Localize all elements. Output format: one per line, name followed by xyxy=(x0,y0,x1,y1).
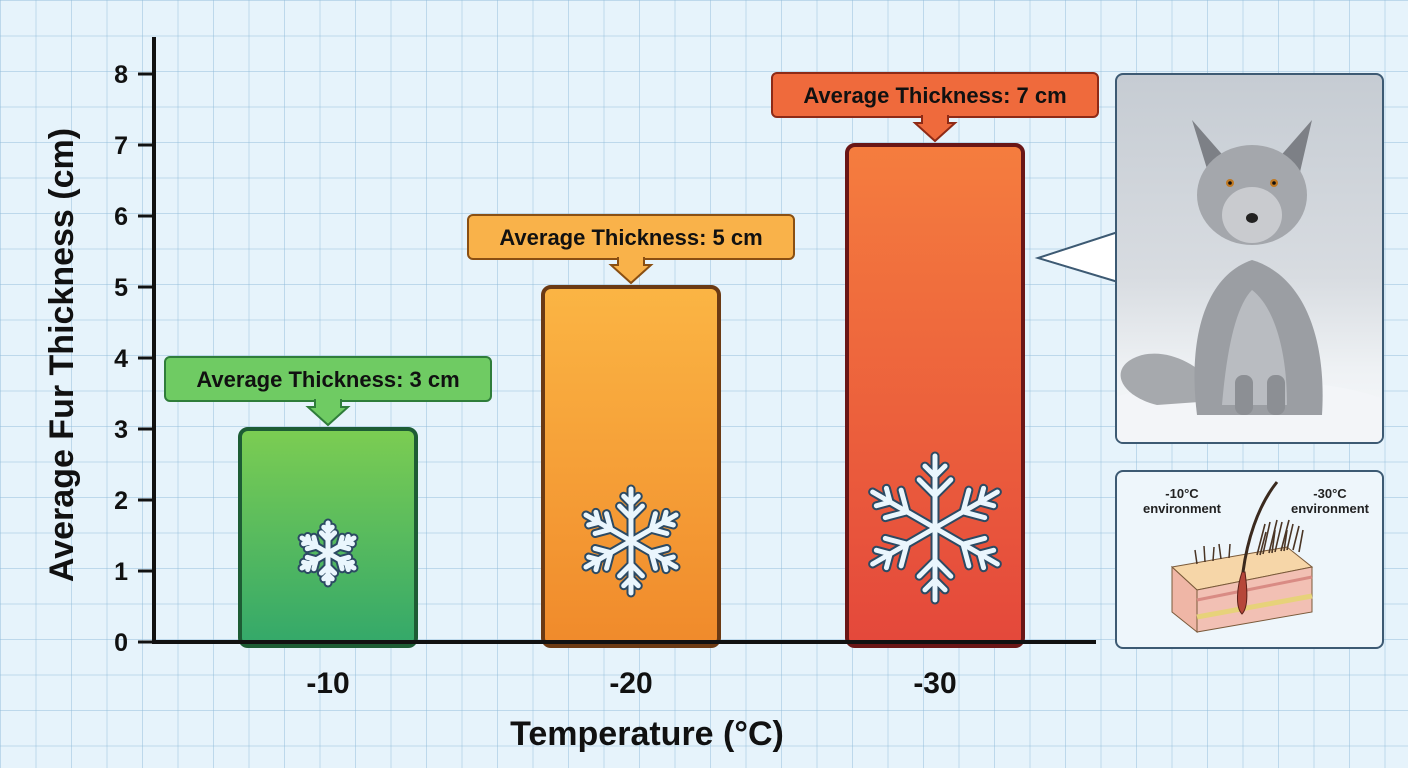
fur-skin-diagram: -10°C environment -30°C environment xyxy=(1115,470,1384,649)
callouts: Average Thickness: 3 cm Average Thickness… xyxy=(164,72,1099,427)
y-tick-label: 3 xyxy=(114,416,128,444)
fox-illustration xyxy=(1117,120,1382,442)
diagram-label-left: -10°C environment xyxy=(1142,486,1221,516)
bars-layer xyxy=(238,143,1025,648)
y-tick-label: 2 xyxy=(114,487,128,515)
axes-layer xyxy=(152,37,1096,644)
callout-label: Average Thickness: 5 cm xyxy=(499,225,762,250)
y-tick-label: 7 xyxy=(114,132,128,160)
value-callout: Average Thickness: 7 cm xyxy=(771,72,1099,143)
value-callout: Average Thickness: 5 cm xyxy=(467,214,795,285)
x-tick-label: -30 xyxy=(913,667,956,700)
diagram-label-right: -30°C environment xyxy=(1290,486,1369,516)
y-axis-title: Average Fur Thickness (cm) xyxy=(43,128,81,582)
x-tick-label: -10 xyxy=(306,667,349,700)
bar xyxy=(845,143,1025,648)
y-tick-label: 1 xyxy=(114,558,128,586)
callout-label: Average Thickness: 3 cm xyxy=(196,367,459,392)
snowflake-icon xyxy=(299,523,358,583)
skin-cross-section xyxy=(1170,481,1314,634)
y-ticks: 0 1 2 3 4 5 6 7 8 xyxy=(114,61,154,657)
value-callout: Average Thickness: 3 cm xyxy=(164,356,492,427)
x-tick-labels: -10 -20 -30 xyxy=(306,667,956,700)
y-tick-label: 5 xyxy=(114,274,128,302)
arctic-fox-photo xyxy=(1115,73,1384,444)
x-tick-label: -20 xyxy=(609,667,652,700)
y-tick-label: 8 xyxy=(114,61,128,89)
callout-label: Average Thickness: 7 cm xyxy=(803,83,1066,108)
x-axis-title: Temperature (°C) xyxy=(510,715,784,753)
y-tick-label: 4 xyxy=(114,345,128,373)
y-tick-label: 0 xyxy=(114,629,128,657)
y-tick-label: 6 xyxy=(114,203,128,231)
